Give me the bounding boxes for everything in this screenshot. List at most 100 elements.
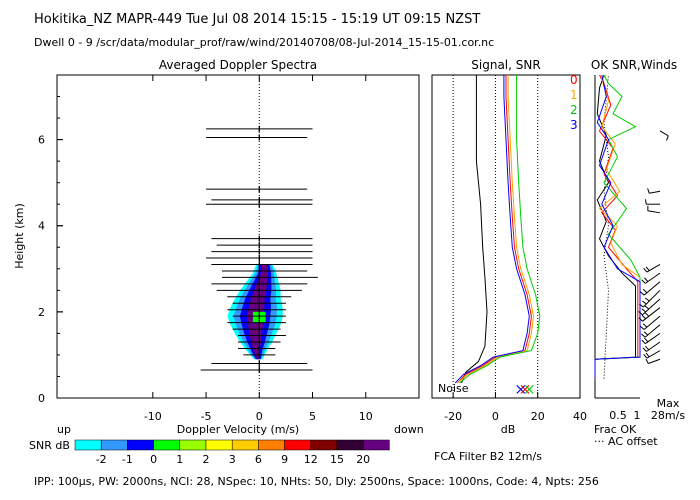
spectra-frame xyxy=(56,74,420,399)
colorbar-label: SNR dB xyxy=(29,439,70,452)
wind-barbs xyxy=(638,130,669,364)
frac-ok-label: Frac OK xyxy=(594,423,637,436)
header-line2: Dwell 0 - 9 /scr/data/modular_prof/raw/w… xyxy=(34,36,494,49)
noise-marker xyxy=(520,384,530,394)
wind-barb-feather xyxy=(645,352,650,358)
snr-frame xyxy=(431,74,581,399)
colorbar-tick-label: 3 xyxy=(229,453,236,466)
snr-contours xyxy=(227,264,283,360)
wind-barb-feather xyxy=(644,337,649,343)
colorbar-swatch xyxy=(100,439,128,451)
wind-barb xyxy=(642,298,661,316)
colorbar-tick-label: 20 xyxy=(356,453,370,466)
y-tick-label: 4 xyxy=(38,220,45,233)
ac-offset-label: ··· AC offset xyxy=(594,435,658,448)
snr-profiles: -20 0 20 40 xyxy=(444,75,587,423)
winds-title: OK SNR,Winds xyxy=(591,58,677,72)
velocity-axis-label: Doppler Velocity (m/s) xyxy=(177,423,299,436)
signal-snr-panel: -20 0 20 40 Noise dB FCA Filter B2 12m/s xyxy=(431,74,587,463)
wind-barb-feather xyxy=(643,353,648,359)
spectra-axis-ticks: -10 -5 0 5 10 0 2 4 6 xyxy=(38,74,373,423)
frac-tick-half: 0.5 xyxy=(609,409,627,422)
wind-barb-feather xyxy=(638,317,643,322)
wind-barb-feather xyxy=(641,279,646,284)
wind-barb xyxy=(649,190,661,194)
frac-ok-trace xyxy=(594,74,639,379)
wind-barb-feather xyxy=(641,314,647,320)
wind-barb-feather xyxy=(639,325,645,330)
snr-series-0 xyxy=(457,75,532,384)
colorbar-swatch xyxy=(179,439,207,451)
wind-barb-feather xyxy=(641,308,646,313)
filter-label: FCA Filter B2 12m/s xyxy=(434,450,542,463)
colorbar-tick-label: 15 xyxy=(330,453,344,466)
colorbar-tick-label: 6 xyxy=(255,453,262,466)
noise-marker xyxy=(524,384,534,394)
y-tick-label: 2 xyxy=(38,306,45,319)
x-tick-label: 5 xyxy=(309,410,316,423)
colorbar-swatch xyxy=(258,439,285,451)
snr-colorbar: SNR dB -2 -1 0 1 2 3 6 9 12 15 20 xyxy=(29,439,390,466)
colorbar-tick-label: 9 xyxy=(281,453,288,466)
wind-barb-feather xyxy=(643,331,649,336)
wind-barb-feather xyxy=(642,323,648,328)
snr-series-3 xyxy=(454,75,530,384)
wind-barb-feather xyxy=(644,305,650,310)
direction-up-label: up xyxy=(57,423,71,436)
colorbar-swatch xyxy=(153,439,181,451)
colorbar-tick-label: 0 xyxy=(150,453,157,466)
y-tick-label: 6 xyxy=(38,134,45,147)
wind-barb-feather xyxy=(641,333,646,338)
colorbar-tick-label: 12 xyxy=(304,453,318,466)
noise-marker xyxy=(516,384,526,394)
colorbar-tick-label: -1 xyxy=(122,453,133,466)
noise-label: Noise xyxy=(438,382,469,395)
wind-barb xyxy=(643,315,661,330)
snr-series-signal xyxy=(461,75,488,384)
max-label: Max xyxy=(657,397,680,410)
height-axis-label: Height (km) xyxy=(13,203,26,269)
wind-barb-feather xyxy=(645,345,650,351)
wind-barb-feather xyxy=(641,339,646,345)
wind-barb-feather xyxy=(644,312,650,317)
legend-channel-0: 0 xyxy=(570,73,578,87)
legend-channel-2: 2 xyxy=(570,103,578,117)
wind-barb-feather xyxy=(642,288,648,294)
colorbar-tick-label: 1 xyxy=(176,453,183,466)
colorbar-swatch xyxy=(127,439,154,451)
wind-barb-feather xyxy=(647,188,650,194)
frac-ok-trace xyxy=(594,74,636,379)
footer-params: IPP: 100μs, PW: 2000ns, NCI: 28, NSpec: … xyxy=(34,475,599,488)
wind-barb-feather xyxy=(644,297,650,302)
x-tick-label: 10 xyxy=(359,410,373,423)
colorbar-swatch xyxy=(284,439,312,451)
spectra-panel: -10 -5 0 5 10 0 2 4 6 Height (km) Doppler Veloci… xyxy=(13,74,424,436)
direction-down-label: down xyxy=(394,423,424,436)
wind-barb-feather xyxy=(645,358,649,364)
colorbar-swatch xyxy=(205,439,233,451)
x-tick-label: -5 xyxy=(201,410,212,423)
snr-series-2 xyxy=(459,75,541,384)
db-tick-label: 40 xyxy=(573,410,587,423)
x-tick-label: 0 xyxy=(256,410,263,423)
wind-barb-feather xyxy=(666,135,669,141)
legend-channel-1: 1 xyxy=(570,88,578,102)
wind-barb-feather xyxy=(638,303,644,308)
db-axis-label: dB xyxy=(501,423,516,436)
wind-barb-feather xyxy=(638,311,643,316)
wind-barb-feather xyxy=(645,266,650,272)
wind-barb xyxy=(659,130,669,137)
colorbar-swatch xyxy=(336,439,364,451)
frac-tick-one: 1 xyxy=(634,409,641,422)
wind-barb xyxy=(647,210,661,214)
colorbar-tick-label: 2 xyxy=(203,453,210,466)
wind-barb-feather xyxy=(641,300,647,305)
legend-channel-3: 3 xyxy=(570,118,578,132)
spectra-bars xyxy=(200,75,318,398)
wind-barb-feather xyxy=(644,277,649,282)
db-tick-label: 20 xyxy=(531,410,545,423)
db-tick-label: -20 xyxy=(444,410,462,423)
